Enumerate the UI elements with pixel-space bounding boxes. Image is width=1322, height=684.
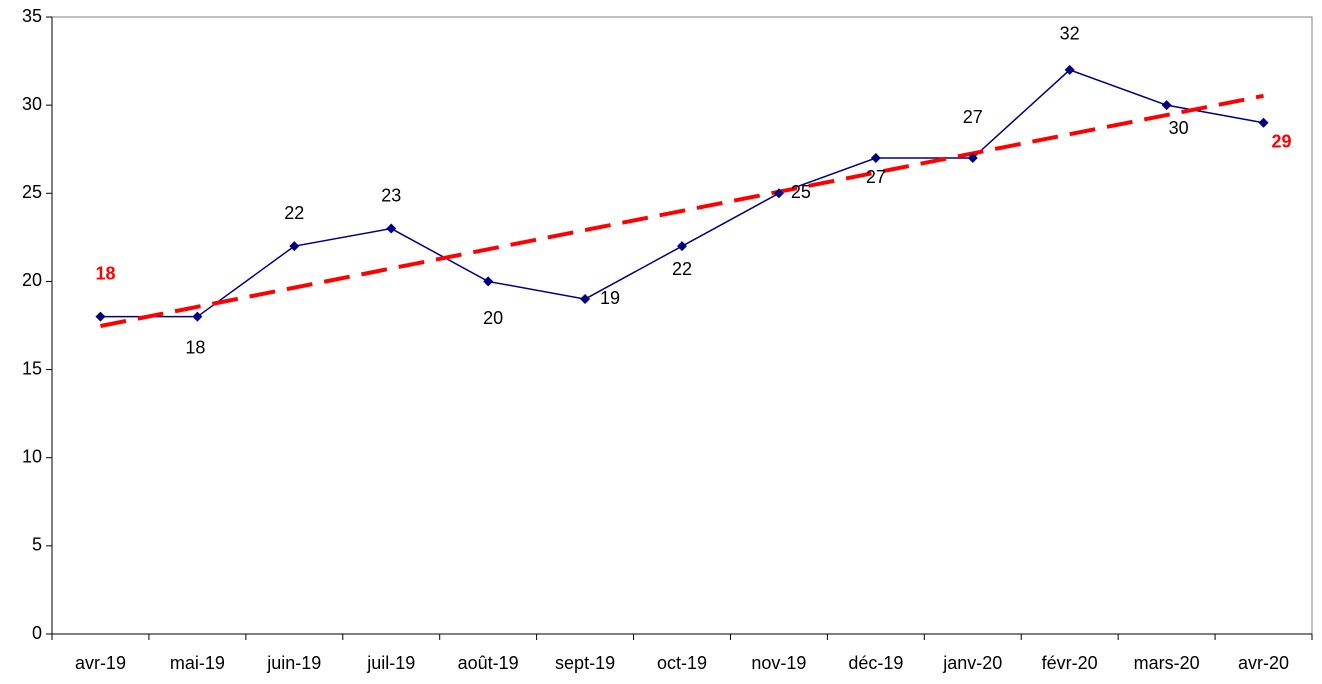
- x-tick-label: févr-20: [1042, 653, 1098, 673]
- value-label: 22: [284, 203, 304, 223]
- value-label: 29: [1272, 132, 1292, 152]
- y-tick-label: 5: [32, 535, 42, 555]
- value-label: 30: [1169, 118, 1189, 138]
- plot-frame: [51, 16, 1313, 635]
- marker: [870, 153, 881, 164]
- value-label: 25: [791, 182, 811, 202]
- x-tick-label: août-19: [458, 653, 519, 673]
- x-tick-label: juil-19: [366, 653, 415, 673]
- y-tick-label: 30: [22, 94, 42, 114]
- series-line: [100, 69, 1264, 318]
- y-tick-label: 15: [22, 358, 42, 378]
- value-label: 27: [866, 167, 886, 187]
- y-tick-label: 35: [22, 6, 42, 26]
- marker: [580, 294, 591, 305]
- value-label: 18: [95, 263, 115, 283]
- value-label: 22: [672, 259, 692, 279]
- marker: [386, 223, 397, 234]
- y-tick-label: 10: [22, 446, 42, 466]
- x-tick-label: sept-19: [555, 653, 615, 673]
- marker: [773, 188, 784, 199]
- marker: [1258, 117, 1269, 128]
- marker: [289, 241, 300, 252]
- x-tick-label: mai-19: [170, 653, 225, 673]
- trend-line: [100, 93, 1264, 328]
- x-tick-label: déc-19: [848, 653, 903, 673]
- x-tick-label: nov-19: [751, 653, 806, 673]
- x-tick-label: juin-19: [266, 653, 321, 673]
- y-tick-label: 25: [22, 182, 42, 202]
- marker: [483, 276, 494, 287]
- value-label: 19: [600, 288, 620, 308]
- x-tick-label: avr-20: [1238, 653, 1289, 673]
- value-label: 18: [185, 337, 205, 357]
- x-tick-label: oct-19: [657, 653, 707, 673]
- marker: [192, 311, 203, 322]
- value-label: 32: [1060, 24, 1080, 44]
- marker: [677, 241, 687, 252]
- marker: [95, 311, 106, 322]
- x-tick-label: avr-19: [75, 653, 126, 673]
- value-label: 27: [963, 107, 983, 127]
- marker: [1064, 64, 1075, 75]
- x-tick-label: janv-20: [942, 653, 1002, 673]
- marker: [1161, 100, 1172, 111]
- value-label: 20: [483, 308, 503, 328]
- x-tick-label: mars-20: [1134, 653, 1200, 673]
- value-label: 23: [381, 185, 401, 205]
- y-tick-label: 0: [32, 623, 42, 643]
- marker: [967, 153, 978, 164]
- y-tick-label: 20: [22, 270, 42, 290]
